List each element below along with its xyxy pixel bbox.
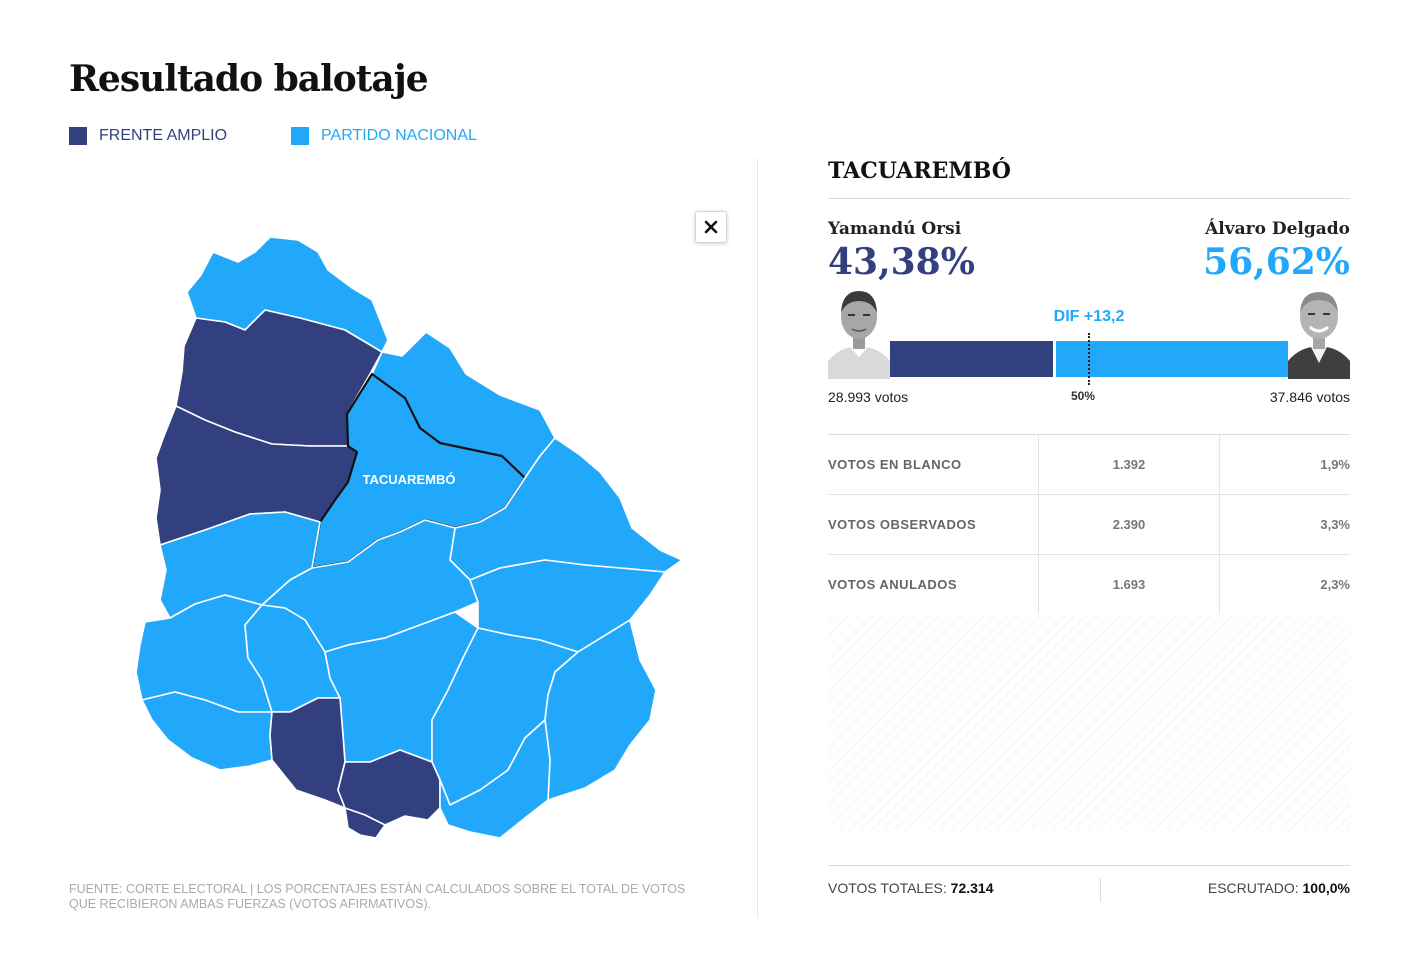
stat-value: 1.693 — [1038, 555, 1220, 614]
department-title: TACUAREMBÓ — [828, 150, 1350, 199]
total-votes-label: VOTOS TOTALES: — [828, 880, 947, 896]
department-san-jose[interactable] — [269, 697, 346, 809]
scrutiny-label: ESCRUTADO: — [1207, 880, 1299, 896]
legend-item-frente-amplio: FRENTE AMPLIO — [69, 127, 227, 145]
page-title: Resultado balotaje — [69, 58, 429, 100]
stat-label: VOTOS OBSERVADOS — [828, 517, 977, 532]
totals-footer: VOTOS TOTALES: 72.314 ESCRUTADO: 100,0% — [828, 865, 1350, 902]
legend-label-frente-amplio: FRENTE AMPLIO — [99, 127, 228, 144]
close-icon — [704, 220, 718, 234]
bar-right-segment — [1056, 341, 1295, 377]
total-votes-value: 72.314 — [950, 880, 994, 896]
legend: FRENTE AMPLIO PARTIDO NACIONAL — [69, 127, 477, 145]
candidate-left-votes: 28.993 votos — [828, 389, 909, 405]
candidate-right-pct: 56,62% — [1203, 241, 1350, 283]
candidate-right-photo — [1288, 283, 1350, 379]
stat-value: 1.392 — [1038, 435, 1220, 494]
table-row: VOTOS EN BLANCO 1.392 1,9% — [828, 435, 1350, 495]
scrutiny-value: 100,0% — [1302, 880, 1350, 896]
candidate-left-photo — [828, 283, 890, 379]
stat-pct: 2,3% — [1320, 577, 1350, 592]
column-divider — [757, 158, 758, 918]
stat-value: 2.390 — [1038, 495, 1220, 554]
candidate-right: Álvaro Delgado 56,62% — [1203, 219, 1350, 283]
candidates-header: Yamandú Orsi 43,38% Álvaro Delgado 56,62… — [828, 219, 1350, 283]
legend-swatch-frente-amplio — [69, 127, 87, 145]
legend-item-partido-nacional: PARTIDO NACIONAL — [291, 127, 477, 145]
map-department-label: TACUAREMBÓ — [363, 472, 456, 487]
difference-label: DIF +13,2 — [1053, 308, 1125, 325]
department-rocha[interactable] — [544, 619, 657, 801]
uruguay-map: TACUAREMBÓ — [135, 236, 683, 839]
stat-pct: 3,3% — [1320, 517, 1350, 532]
stats-table: VOTOS EN BLANCO 1.392 1,9% VOTOS OBSERVA… — [828, 434, 1350, 614]
table-row: VOTOS OBSERVADOS 2.390 3,3% — [828, 495, 1350, 555]
department-maldonado[interactable] — [439, 719, 551, 839]
half-marker — [1088, 333, 1090, 385]
hatched-placeholder — [828, 614, 1350, 830]
bar-left-segment — [883, 341, 1054, 377]
candidate-left-name: Yamandú Orsi — [828, 219, 962, 239]
results-panel: TACUAREMBÓ Yamandú Orsi 43,38% Álvaro De… — [828, 150, 1350, 830]
legend-swatch-partido-nacional — [291, 127, 310, 145]
stat-pct: 1,9% — [1320, 457, 1350, 472]
candidate-left-pct: 43,38% — [828, 241, 975, 283]
vote-bar: DIF +13,2 50% 28.993 votos — [828, 283, 1350, 408]
department-montevideo[interactable] — [344, 807, 386, 839]
stat-label: VOTOS ANULADOS — [828, 577, 958, 592]
source-note: FUENTE: CORTE ELECTORAL | LOS PORCENTAJE… — [69, 882, 686, 911]
half-marker-label: 50% — [1071, 389, 1096, 403]
candidate-right-votes: 37.846 votos — [1269, 389, 1350, 405]
stat-label: VOTOS EN BLANCO — [828, 457, 962, 472]
legend-label-partido-nacional: PARTIDO NACIONAL — [321, 127, 477, 144]
close-button[interactable] — [695, 211, 727, 243]
scrutiny: ESCRUTADO: 100,0% — [1208, 880, 1350, 902]
candidate-left: Yamandú Orsi 43,38% — [828, 219, 975, 283]
footer-divider — [1100, 878, 1102, 902]
candidate-right-name: Álvaro Delgado — [1205, 219, 1350, 239]
table-row: VOTOS ANULADOS 1.693 2,3% — [828, 555, 1350, 614]
total-votes: VOTOS TOTALES: 72.314 — [828, 880, 994, 902]
